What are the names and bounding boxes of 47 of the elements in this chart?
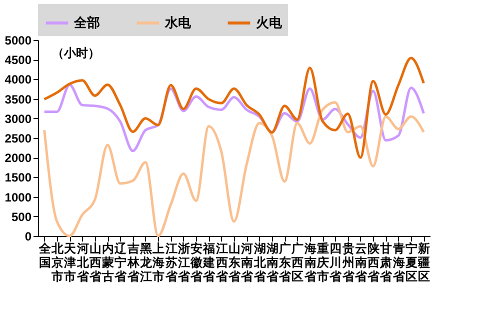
x-tick-label: 宁夏区 [404,242,418,284]
x-tick-label: 内蒙古 [101,242,114,284]
x-tick-label: 山东省 [228,242,242,284]
x-tick-label: 新疆区 [417,242,430,284]
x-tick-label: 江西省 [214,242,229,284]
x-tick-label: 山西省 [88,242,102,284]
x-tick-label: 重庆市 [316,242,330,284]
y-tick-label: 2000 [4,151,32,166]
x-tick-label: 四川省 [328,242,343,284]
legend-label: 水电 [164,15,192,30]
y-tick-label: 500 [11,210,32,224]
y-tick-label: 4500 [4,53,32,68]
legend-label: 火电 [255,15,283,30]
annotation: （小时） [52,46,100,60]
x-tick-label: 北京市 [50,242,64,284]
legend-label: 全部 [73,15,100,30]
x-tick-label: 广东省 [278,242,292,284]
x-tick-label: 广西区 [290,242,304,284]
x-tick-label: 全国 [38,242,52,270]
y-tick-label: 0 [24,230,32,244]
x-tick-label: 辽宁省 [114,242,128,284]
x-tick-label: 湖北省 [252,242,267,284]
line-series [43,101,425,238]
x-tick-label: 甘肃省 [379,242,394,284]
x-tick-label: 安徽省 [190,242,204,284]
x-tick-label: 黑龙江 [138,242,153,284]
x-tick-label: 江苏省 [164,242,178,284]
x-tick-label: 上海市 [152,242,165,284]
x-tick-label: 湖南省 [265,242,280,284]
y-tick-label: 3000 [4,112,32,126]
y-tick-label: 1000 [4,190,32,204]
x-tick-label: 河南省 [240,242,254,284]
x-tick-label: 天津市 [63,242,78,284]
x-tick-label: 贵州省 [341,242,356,284]
x-tick-label: 浙江省 [176,242,191,284]
x-tick-label: 海南省 [303,242,318,284]
y-tick-label: 3500 [4,92,32,106]
x-tick-label: 河北省 [76,242,90,284]
x-tick-label: 吉林省 [126,242,140,284]
y-tick-label: 5000 [4,34,32,48]
y-tick-label: 2500 [4,132,32,146]
x-tick-label: 云南省 [354,242,368,284]
y-tick-label: 1500 [4,170,32,185]
x-tick-label: 青海省 [392,242,406,284]
x-tick-label: 陕西省 [366,242,381,284]
y-tick-label: 4000 [4,72,32,87]
x-tick-label: 福建省 [202,242,216,284]
